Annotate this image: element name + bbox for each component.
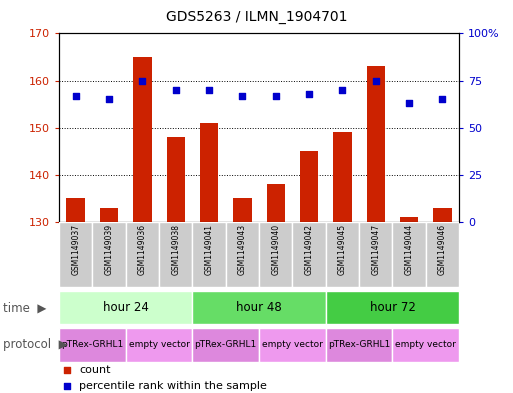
Bar [59,222,92,287]
Point [271,92,280,99]
Text: time  ▶: time ▶ [3,301,46,314]
Point [371,77,380,84]
Bar [126,328,192,362]
Bar [400,217,418,222]
Bar [392,222,426,287]
Bar [159,222,192,287]
Bar [192,328,259,362]
Text: GSM1149042: GSM1149042 [305,224,313,275]
Point [238,92,246,99]
Text: empty vector: empty vector [129,340,189,349]
Point [171,87,180,93]
Point [305,91,313,97]
Point [205,87,213,93]
Point [71,92,80,99]
Bar [226,222,259,287]
Text: pTRex-GRHL1: pTRex-GRHL1 [194,340,257,349]
Text: GSM1149039: GSM1149039 [105,224,113,275]
Bar [192,222,226,287]
Point [338,87,346,93]
Text: GSM1149044: GSM1149044 [405,224,413,275]
Bar [233,198,251,222]
Bar [200,123,218,222]
Bar [333,132,351,222]
Text: hour 48: hour 48 [236,301,282,314]
Bar [100,208,118,222]
Bar [359,222,392,287]
Text: GSM1149036: GSM1149036 [138,224,147,275]
Text: GDS5263 / ILMN_1904701: GDS5263 / ILMN_1904701 [166,10,347,24]
Bar [92,222,126,287]
Text: GSM1149041: GSM1149041 [205,224,213,275]
Bar [367,66,385,222]
Point [63,367,71,373]
Bar [67,198,85,222]
Text: GSM1149045: GSM1149045 [338,224,347,275]
Point [405,100,413,107]
Bar [126,222,159,287]
Point [105,96,113,103]
Bar [292,222,326,287]
Bar [433,208,451,222]
Bar [267,184,285,222]
Text: GSM1149043: GSM1149043 [238,224,247,275]
Bar [300,151,318,222]
Text: percentile rank within the sample: percentile rank within the sample [79,380,267,391]
Text: GSM1149040: GSM1149040 [271,224,280,275]
Text: empty vector: empty vector [262,340,323,349]
Bar [167,137,185,222]
Text: GSM1149037: GSM1149037 [71,224,80,275]
Text: empty vector: empty vector [396,340,456,349]
Bar [133,57,151,222]
Text: pTRex-GRHL1: pTRex-GRHL1 [61,340,124,349]
Text: pTRex-GRHL1: pTRex-GRHL1 [328,340,390,349]
Point [438,96,446,103]
Text: GSM1149038: GSM1149038 [171,224,180,275]
Text: hour 72: hour 72 [369,301,416,314]
Text: count: count [79,365,110,375]
Bar [259,328,326,362]
Text: protocol  ▶: protocol ▶ [3,338,67,351]
Bar [59,328,126,362]
Text: GSM1149047: GSM1149047 [371,224,380,275]
Bar [59,291,192,324]
Text: hour 24: hour 24 [103,301,149,314]
Bar [326,222,359,287]
Bar [326,328,392,362]
Bar [426,222,459,287]
Point [138,77,146,84]
Text: GSM1149046: GSM1149046 [438,224,447,275]
Point [63,382,71,389]
Bar [259,222,292,287]
Bar [192,291,326,324]
Bar [392,328,459,362]
Bar [326,291,459,324]
